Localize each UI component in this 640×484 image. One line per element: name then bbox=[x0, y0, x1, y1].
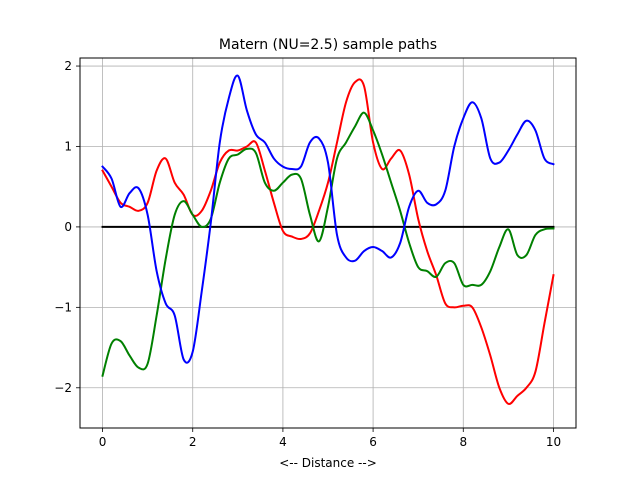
y-tick-label: 0 bbox=[64, 220, 72, 234]
x-tick-label: 6 bbox=[369, 435, 377, 449]
plot-lines bbox=[101, 74, 555, 406]
series-red-line bbox=[101, 78, 555, 406]
y-tick-label: 2 bbox=[64, 59, 72, 73]
ticks: 0 2 4 6 8 10 −2 −1 0 1 2 bbox=[54, 59, 561, 449]
x-tick-label: 4 bbox=[279, 435, 287, 449]
series-blue-line bbox=[101, 74, 555, 364]
chart-title: Matern (NU=2.5) sample paths bbox=[219, 37, 437, 53]
y-tick-label: −2 bbox=[54, 381, 72, 395]
y-tick-label: −1 bbox=[54, 300, 72, 314]
x-axis-label: <-- Distance --> bbox=[279, 456, 377, 470]
y-tick-label: 1 bbox=[64, 139, 72, 153]
x-tick-label: 8 bbox=[459, 435, 467, 449]
axes-frame bbox=[79, 57, 577, 429]
x-tick-label: 10 bbox=[546, 435, 561, 449]
series-green-line bbox=[101, 111, 555, 377]
x-tick-label: 2 bbox=[189, 435, 197, 449]
x-tick-label: 0 bbox=[99, 435, 107, 449]
